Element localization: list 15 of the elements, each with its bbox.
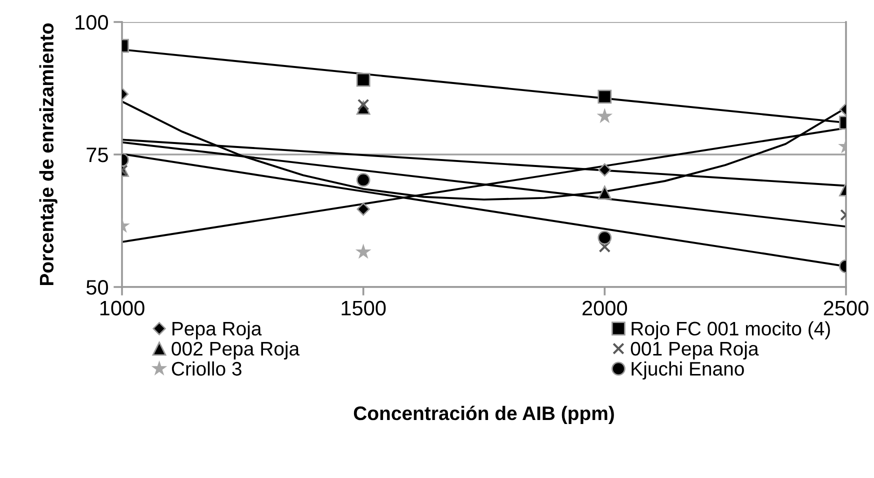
legend-label: 002 Pepa Roja — [172, 341, 300, 360]
legend-label: Rojo FC 001 mocito (4) — [632, 321, 830, 340]
legend-label: 001 Pepa Roja — [630, 341, 759, 360]
x-tick-label: 2500 — [824, 300, 868, 316]
y-tick-label: 100 — [76, 15, 108, 30]
legend-label: Kjuchi Enano — [632, 361, 744, 380]
x-tick-label: 1000 — [100, 300, 144, 316]
y-tick-label: 50 — [86, 280, 108, 295]
x-tick-label: 2000 — [582, 300, 628, 316]
legend-label: Pepa Roja — [172, 321, 262, 340]
y-axis-title: Porcentaje de enraizamiento — [39, 23, 58, 286]
x-axis-title: Concentración de AIB (ppm) — [354, 406, 614, 424]
x-tick-label: 1500 — [342, 300, 386, 316]
legend-label: Criollo 3 — [172, 361, 242, 376]
y-tick-label: 75 — [86, 148, 108, 162]
